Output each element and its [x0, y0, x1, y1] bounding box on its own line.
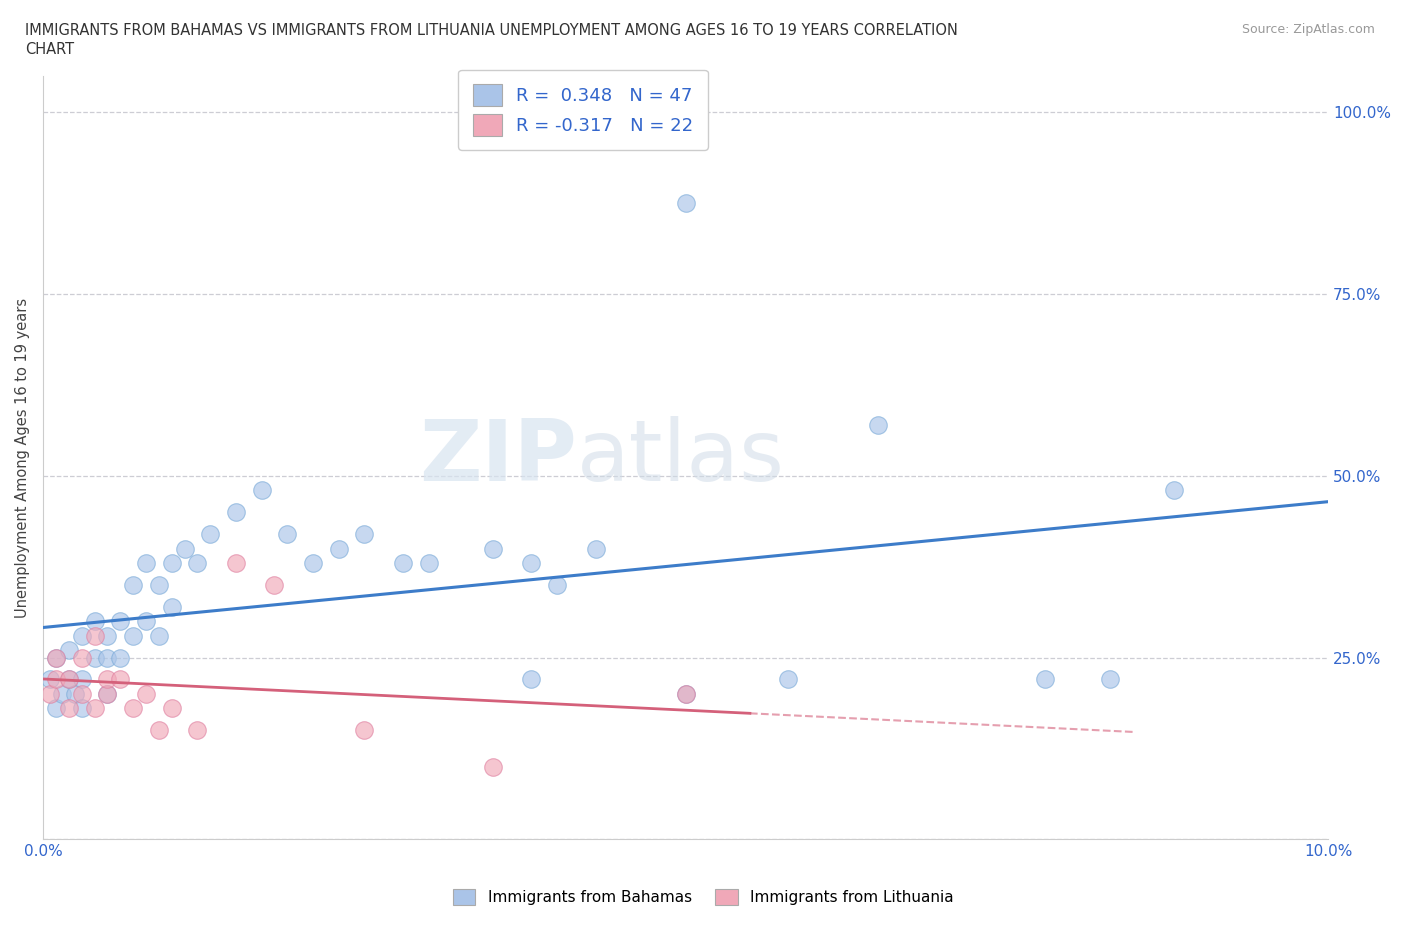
Point — [186, 723, 208, 737]
Point — [45, 672, 67, 687]
Point — [328, 541, 350, 556]
Point — [135, 614, 157, 629]
Point — [58, 672, 80, 687]
Point — [51, 686, 73, 701]
Y-axis label: Unemployment Among Ages 16 to 19 years: Unemployment Among Ages 16 to 19 years — [15, 298, 30, 618]
Point — [160, 701, 183, 716]
Point — [122, 701, 145, 716]
Point — [70, 686, 93, 701]
Point — [110, 614, 132, 629]
Point — [83, 614, 105, 629]
Point — [135, 686, 157, 701]
Point — [83, 650, 105, 665]
Point — [70, 650, 93, 665]
Point — [58, 643, 80, 658]
Point — [96, 650, 118, 665]
Text: ZIP: ZIP — [419, 417, 576, 499]
Point — [38, 672, 60, 687]
Point — [148, 723, 170, 737]
Point — [70, 672, 93, 687]
Point — [38, 686, 60, 701]
Point — [418, 556, 440, 571]
Point — [96, 672, 118, 687]
Point — [122, 629, 145, 644]
Point — [302, 556, 325, 571]
Point — [868, 418, 890, 432]
Point — [1098, 672, 1121, 687]
Point — [186, 556, 208, 571]
Point — [96, 629, 118, 644]
Point — [482, 541, 505, 556]
Point — [520, 556, 543, 571]
Point — [70, 701, 93, 716]
Point — [675, 686, 697, 701]
Point — [110, 650, 132, 665]
Point — [1163, 483, 1185, 498]
Point — [173, 541, 195, 556]
Point — [520, 672, 543, 687]
Point — [200, 526, 222, 541]
Legend: R =  0.348   N = 47, R = -0.317   N = 22: R = 0.348 N = 47, R = -0.317 N = 22 — [458, 70, 707, 150]
Point — [276, 526, 298, 541]
Point — [135, 556, 157, 571]
Point — [675, 686, 697, 701]
Point — [585, 541, 607, 556]
Point — [58, 701, 80, 716]
Point — [70, 629, 93, 644]
Text: CHART: CHART — [25, 42, 75, 57]
Point — [122, 578, 145, 592]
Point — [58, 672, 80, 687]
Point — [45, 650, 67, 665]
Point — [546, 578, 568, 592]
Text: Source: ZipAtlas.com: Source: ZipAtlas.com — [1241, 23, 1375, 36]
Point — [148, 578, 170, 592]
Point — [148, 629, 170, 644]
Point — [1035, 672, 1057, 687]
Legend: Immigrants from Bahamas, Immigrants from Lithuania: Immigrants from Bahamas, Immigrants from… — [444, 882, 962, 913]
Point — [778, 672, 800, 687]
Point — [160, 599, 183, 614]
Point — [353, 526, 375, 541]
Point — [96, 686, 118, 701]
Point — [675, 196, 697, 211]
Point — [45, 701, 67, 716]
Text: atlas: atlas — [576, 417, 785, 499]
Point — [250, 483, 273, 498]
Point — [225, 505, 247, 520]
Point — [45, 650, 67, 665]
Point — [83, 629, 105, 644]
Point — [392, 556, 415, 571]
Text: IMMIGRANTS FROM BAHAMAS VS IMMIGRANTS FROM LITHUANIA UNEMPLOYMENT AMONG AGES 16 : IMMIGRANTS FROM BAHAMAS VS IMMIGRANTS FR… — [25, 23, 957, 38]
Point — [160, 556, 183, 571]
Point — [110, 672, 132, 687]
Point — [65, 686, 87, 701]
Point — [83, 701, 105, 716]
Point — [482, 759, 505, 774]
Point — [225, 556, 247, 571]
Point — [96, 686, 118, 701]
Point — [263, 578, 285, 592]
Point — [353, 723, 375, 737]
